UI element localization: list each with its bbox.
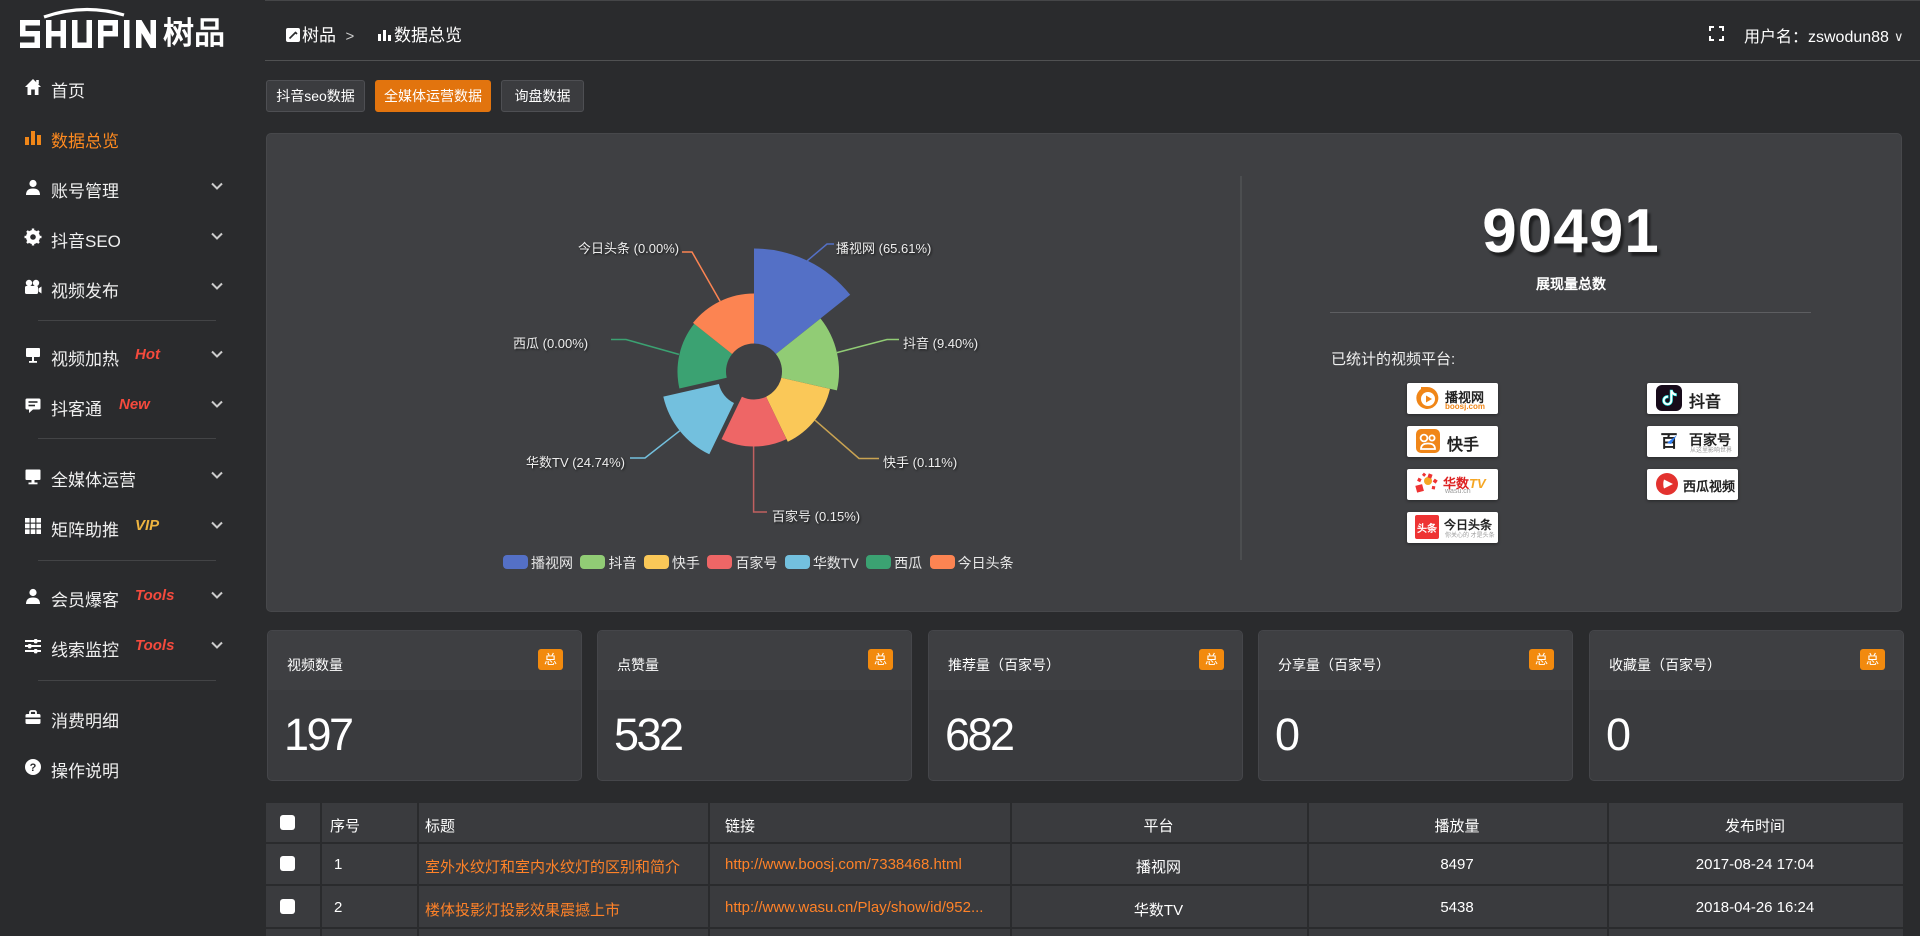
svg-text:?: ? xyxy=(30,762,37,774)
svg-text:头条: 头条 xyxy=(1417,522,1438,535)
svg-text:树品: 树品 xyxy=(163,16,225,51)
